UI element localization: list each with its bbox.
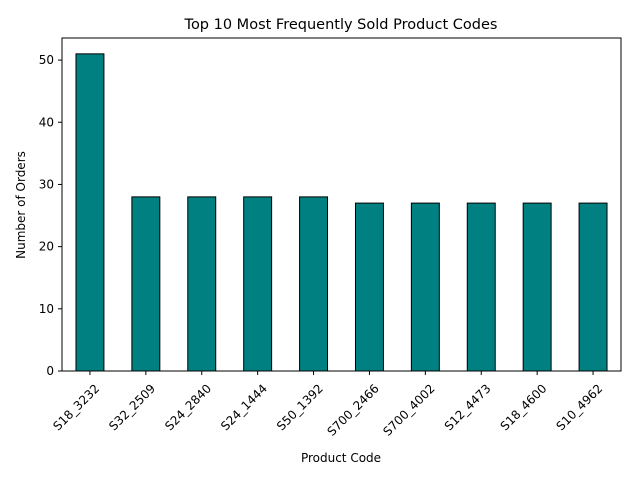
bar-S32_2509	[131, 196, 161, 372]
bar-S50_1392	[299, 196, 329, 372]
y-tick-label: 30	[39, 177, 54, 191]
x-tick-label: S700_4002	[380, 381, 437, 438]
y-tick-label: 0	[46, 364, 54, 378]
bar-S10_4962	[578, 202, 608, 372]
bar-S24_2840	[187, 196, 217, 372]
bars-group	[75, 53, 608, 372]
y-axis: 0 10 20 30 40 50	[39, 53, 62, 378]
chart-title: Top 10 Most Frequently Sold Product Code…	[184, 17, 498, 33]
x-tick-label: S50_1392	[274, 381, 326, 433]
bar-S12_4473	[466, 202, 496, 372]
x-tick-label: S32_2509	[106, 381, 158, 433]
x-tick-label: S24_1444	[218, 381, 270, 433]
y-axis-label: Number of Orders	[14, 151, 28, 259]
x-axis: S18_3232 S32_2509 S24_2840 S24_1444 S50_1392…	[50, 371, 605, 439]
x-tick-label: S700_2466	[324, 381, 381, 438]
x-tick-label: S12_4473	[442, 381, 494, 433]
y-tick-label: 10	[39, 302, 54, 316]
x-tick-label: S10_4962	[553, 381, 605, 433]
bar-S18_3232	[75, 53, 105, 372]
plot-frame	[61, 37, 622, 372]
y-tick-label: 20	[39, 240, 54, 254]
y-tick-label: 40	[39, 115, 54, 129]
y-tick-label: 50	[39, 53, 54, 67]
bar-S24_1444	[243, 196, 273, 372]
x-tick-label: S18_3232	[50, 381, 102, 433]
bar-S18_4600	[522, 202, 552, 372]
x-tick-label: S24_2840	[162, 381, 214, 433]
x-tick-label: S18_4600	[498, 381, 550, 433]
bar-S700_4002	[410, 202, 440, 372]
bar-S700_2466	[354, 202, 384, 372]
x-axis-label: Product Code	[301, 451, 381, 465]
